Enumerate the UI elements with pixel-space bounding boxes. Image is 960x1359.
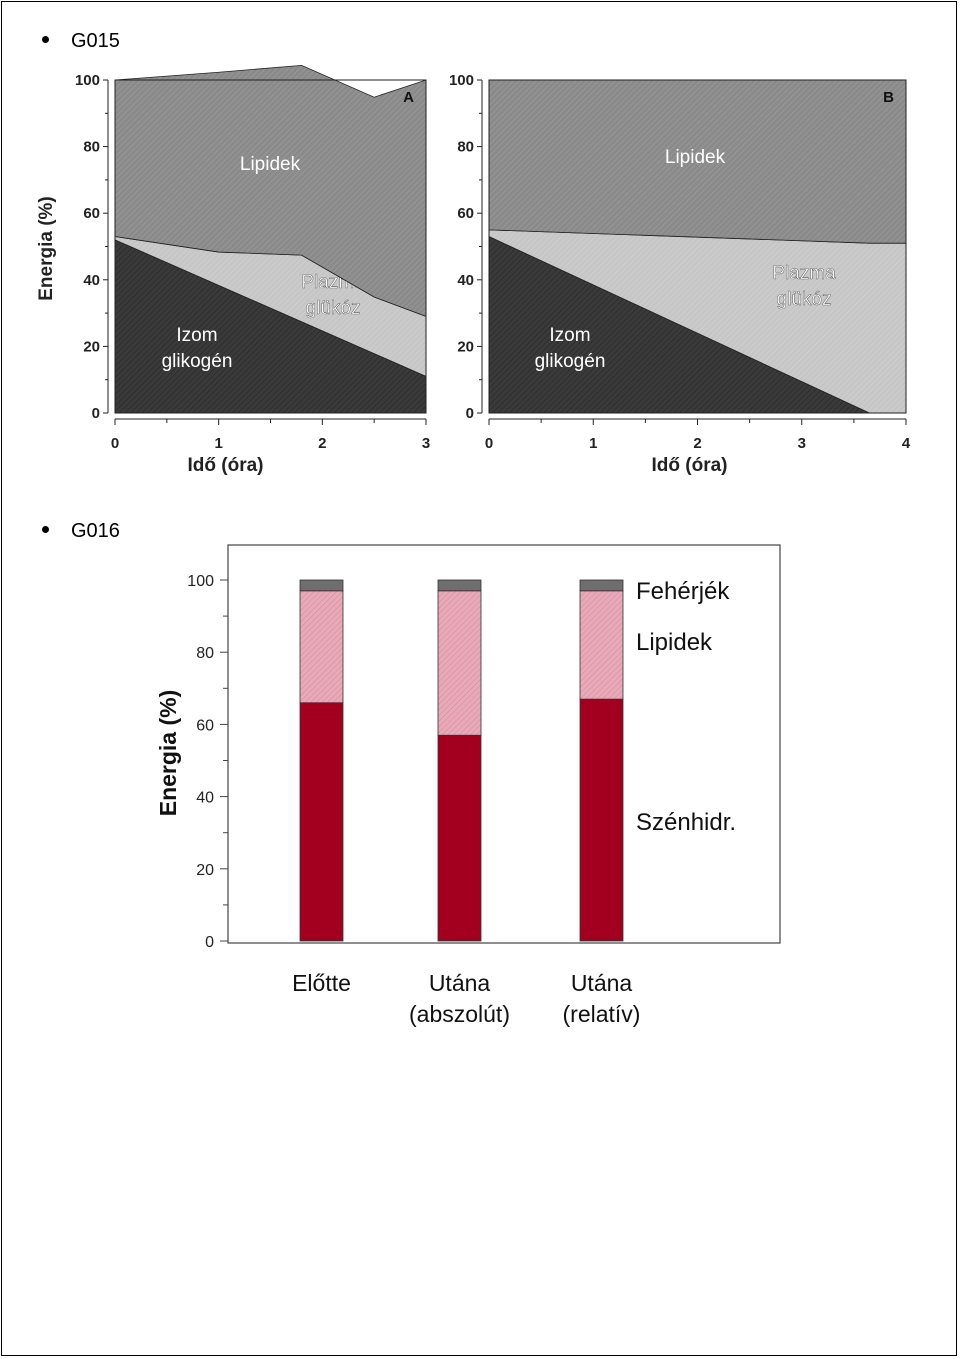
x-tick-label: 4 bbox=[902, 435, 911, 452]
y-tick-label: 100 bbox=[449, 72, 474, 89]
x-tick-label: 0 bbox=[111, 435, 119, 452]
y-tick-label: 20 bbox=[457, 338, 474, 355]
x-tick-label: 2 bbox=[318, 435, 326, 452]
y-tick-label: 80 bbox=[457, 139, 474, 156]
series-label: glükóz bbox=[306, 298, 361, 319]
bullet-icon bbox=[42, 526, 49, 534]
bar-chart: 0 20 40 60 80 100 Energia (%) Előtte Utána (abszo… bbox=[155, 544, 781, 1027]
x-tick-label: 2 bbox=[693, 435, 701, 452]
category-label: Előtte bbox=[292, 970, 351, 996]
y-tick-label: 100 bbox=[75, 72, 100, 89]
series-label: Szénhidr. bbox=[636, 809, 736, 836]
series-label: glükóz bbox=[777, 289, 832, 310]
series-label: Izom bbox=[549, 325, 590, 346]
plot-frame bbox=[488, 79, 907, 414]
y-axis-label: Energia (%) bbox=[36, 196, 57, 301]
y-tick-label: 0 bbox=[92, 405, 100, 422]
series-label: Fehérjék bbox=[636, 578, 730, 605]
series-label: Izom bbox=[176, 325, 217, 346]
series-label: Plazma bbox=[772, 263, 836, 284]
x-tick-label: 3 bbox=[798, 435, 806, 452]
y-axis-label: Energia (%) bbox=[155, 690, 181, 817]
section-g015: G015 bbox=[42, 30, 120, 53]
panel-letter: B bbox=[883, 89, 894, 106]
x-tick-label: 3 bbox=[422, 435, 430, 452]
section-g016: G016 bbox=[42, 520, 120, 543]
y-tick-label: 80 bbox=[196, 645, 214, 662]
series-label: Lipidek bbox=[636, 629, 713, 656]
x-axis-label: Idő (óra) bbox=[652, 455, 728, 476]
y-tick-label: 0 bbox=[466, 405, 474, 422]
bar-feherjek-0 bbox=[299, 579, 344, 592]
bar-szenhidr-0 bbox=[299, 702, 344, 942]
category-label: (relatív) bbox=[563, 1001, 641, 1027]
bar-szenhidr-1 bbox=[437, 734, 482, 942]
series-label: glikogén bbox=[535, 351, 606, 372]
y-tick-label: 40 bbox=[83, 272, 100, 289]
x-tick-label: 0 bbox=[485, 435, 493, 452]
series-label: Lipidek bbox=[240, 154, 301, 175]
y-tick-label: 20 bbox=[196, 862, 214, 879]
y-tick-label: 60 bbox=[457, 205, 474, 222]
y-tick-label: 20 bbox=[83, 338, 100, 355]
series-label: glikogén bbox=[162, 351, 233, 372]
y-tick-label: 60 bbox=[196, 717, 214, 734]
category-label: (abszolút) bbox=[409, 1001, 510, 1027]
plot-frame bbox=[114, 79, 427, 414]
bullet-icon bbox=[42, 36, 49, 44]
bar-szenhidr-2 bbox=[579, 698, 624, 942]
bar-lipidek-1 bbox=[437, 590, 482, 736]
bar-lipidek-2 bbox=[579, 590, 624, 700]
area-chart-A: IzomglikogénPlazmaglükózLipidekA02040608… bbox=[36, 64, 430, 476]
category-label: Utána bbox=[429, 970, 491, 996]
y-tick-label: 80 bbox=[83, 139, 100, 156]
x-axis-label: Idő (óra) bbox=[188, 455, 264, 476]
section-label: G016 bbox=[71, 520, 120, 542]
bar-feherjek-2 bbox=[579, 579, 624, 592]
x-tick-label: 1 bbox=[589, 435, 597, 452]
x-tick-label: 1 bbox=[214, 435, 222, 452]
series-label: Lipidek bbox=[665, 147, 726, 168]
y-tick-label: 100 bbox=[187, 573, 214, 590]
section-label: G015 bbox=[71, 30, 120, 52]
y-tick-label: 40 bbox=[457, 272, 474, 289]
bar-feherjek-1 bbox=[437, 579, 482, 592]
area-chart-B: IzomglikogénPlazmaglükózLipidekB02040608… bbox=[449, 72, 911, 476]
bar-lipidek-0 bbox=[299, 590, 344, 704]
y-tick-label: 0 bbox=[205, 934, 214, 951]
y-tick-label: 40 bbox=[196, 790, 214, 807]
y-tick-label: 60 bbox=[83, 205, 100, 222]
panel-letter: A bbox=[403, 89, 414, 106]
category-label: Utána bbox=[571, 970, 633, 996]
